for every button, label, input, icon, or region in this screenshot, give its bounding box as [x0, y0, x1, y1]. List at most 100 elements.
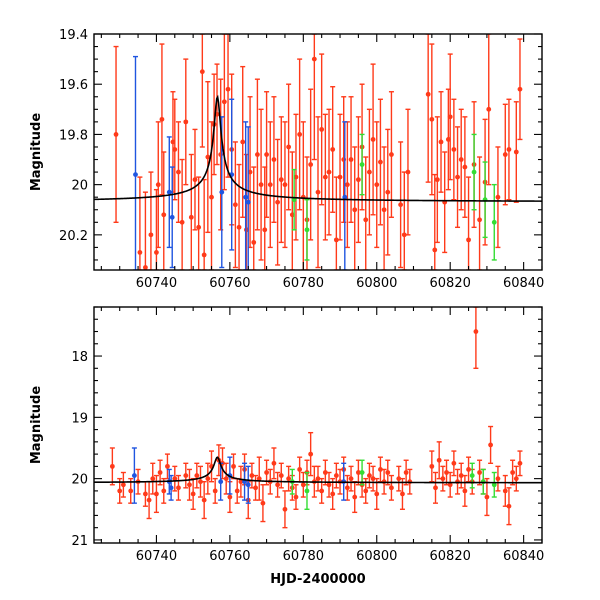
data-point: [352, 207, 358, 213]
data-point: [143, 265, 148, 270]
data-point: [262, 227, 268, 233]
data-point: [169, 214, 175, 220]
data-point: [278, 177, 284, 183]
data-point: [271, 460, 277, 466]
data-point: [367, 169, 372, 175]
data-point: [196, 224, 202, 230]
data-point: [120, 482, 126, 488]
y-tick-label: 19.6: [59, 78, 88, 93]
data-point: [161, 212, 167, 218]
data-point: [258, 182, 264, 188]
data-point: [264, 470, 269, 475]
data-point: [183, 119, 189, 125]
data-point: [466, 237, 471, 243]
data-point: [201, 252, 207, 258]
data-point: [333, 473, 339, 478]
data-point: [495, 194, 501, 200]
data-point: [495, 476, 501, 482]
data-point: [205, 154, 211, 160]
y-tick-label: 20.2: [59, 229, 88, 244]
data-point: [462, 164, 468, 170]
data-point: [209, 194, 214, 200]
data-point: [389, 485, 394, 491]
data-point: [374, 491, 380, 497]
data-point: [447, 482, 453, 488]
data-point: [484, 494, 490, 500]
data-point: [370, 137, 376, 142]
data-point: [165, 463, 170, 469]
data-point: [471, 169, 477, 175]
data-point: [405, 169, 411, 175]
data-point: [458, 157, 464, 162]
x-tick-label: 60760: [209, 276, 250, 291]
x-axis-label: HJD-2400000: [270, 572, 365, 587]
data-point: [176, 485, 181, 491]
data-point: [212, 488, 218, 494]
data-point: [403, 470, 409, 475]
data-point: [282, 506, 288, 512]
data-point: [348, 157, 354, 162]
data-point: [477, 470, 482, 475]
data-point: [322, 470, 328, 475]
data-point: [488, 442, 493, 448]
data-point: [513, 149, 519, 155]
data-point: [148, 232, 154, 238]
data-point: [159, 116, 165, 122]
data-point: [359, 470, 365, 475]
data-point: [154, 491, 159, 497]
data-point: [315, 476, 321, 482]
data-point: [370, 476, 376, 482]
data-point: [300, 482, 306, 488]
data-point: [199, 69, 205, 75]
y-tick-label: 18: [71, 350, 88, 365]
data-point: [128, 488, 134, 494]
bottom-panel: 60740 60760 60780 60800 60820 60840 18 19 20 21 M…: [29, 306, 544, 564]
y-tick-label: 21: [71, 534, 88, 549]
y-tick-label: 20: [71, 473, 88, 488]
data-point: [396, 476, 402, 482]
data-point: [249, 473, 255, 478]
data-point: [260, 500, 266, 506]
data-point: [117, 488, 123, 494]
model-curve: [94, 456, 542, 484]
data-point: [172, 476, 178, 482]
data-point: [440, 476, 446, 482]
data-point: [219, 189, 225, 195]
data-point: [255, 152, 260, 157]
x-tick-label: 60840: [503, 276, 544, 291]
data-point: [458, 473, 464, 478]
data-point: [282, 182, 288, 188]
y-tick-label: 19.8: [59, 128, 88, 143]
data-point: [378, 159, 383, 165]
data-point: [398, 202, 404, 208]
data-point: [491, 219, 497, 225]
data-point: [385, 189, 391, 195]
data-point: [201, 497, 207, 503]
data-point: [434, 177, 440, 183]
top-panel: 60740 60760 60780 60800 60820 60840 19.4 19.6 19…: [29, 28, 544, 291]
data-point: [367, 473, 372, 478]
data-point: [221, 99, 227, 105]
data-point: [143, 491, 148, 497]
data-point: [438, 139, 444, 145]
data-point: [330, 147, 336, 152]
data-point: [517, 86, 523, 92]
data-point: [385, 470, 391, 475]
bottom-panel-axes: 60740 60760 60780 60800 60820 60840 18 19 20 21: [71, 306, 544, 564]
data-point: [363, 217, 369, 223]
x-tick-label: 60820: [430, 549, 471, 564]
data-point: [502, 488, 508, 494]
data-point: [256, 476, 262, 482]
data-point: [286, 476, 292, 482]
data-point: [311, 56, 317, 62]
data-point: [451, 460, 457, 466]
data-point: [150, 476, 156, 482]
data-point: [192, 177, 198, 183]
data-point: [166, 189, 172, 195]
x-tick-label: 60820: [430, 276, 471, 291]
data-point: [502, 152, 508, 157]
data-point: [234, 488, 240, 494]
data-point: [326, 169, 332, 175]
x-tick-label: 60800: [356, 549, 397, 564]
